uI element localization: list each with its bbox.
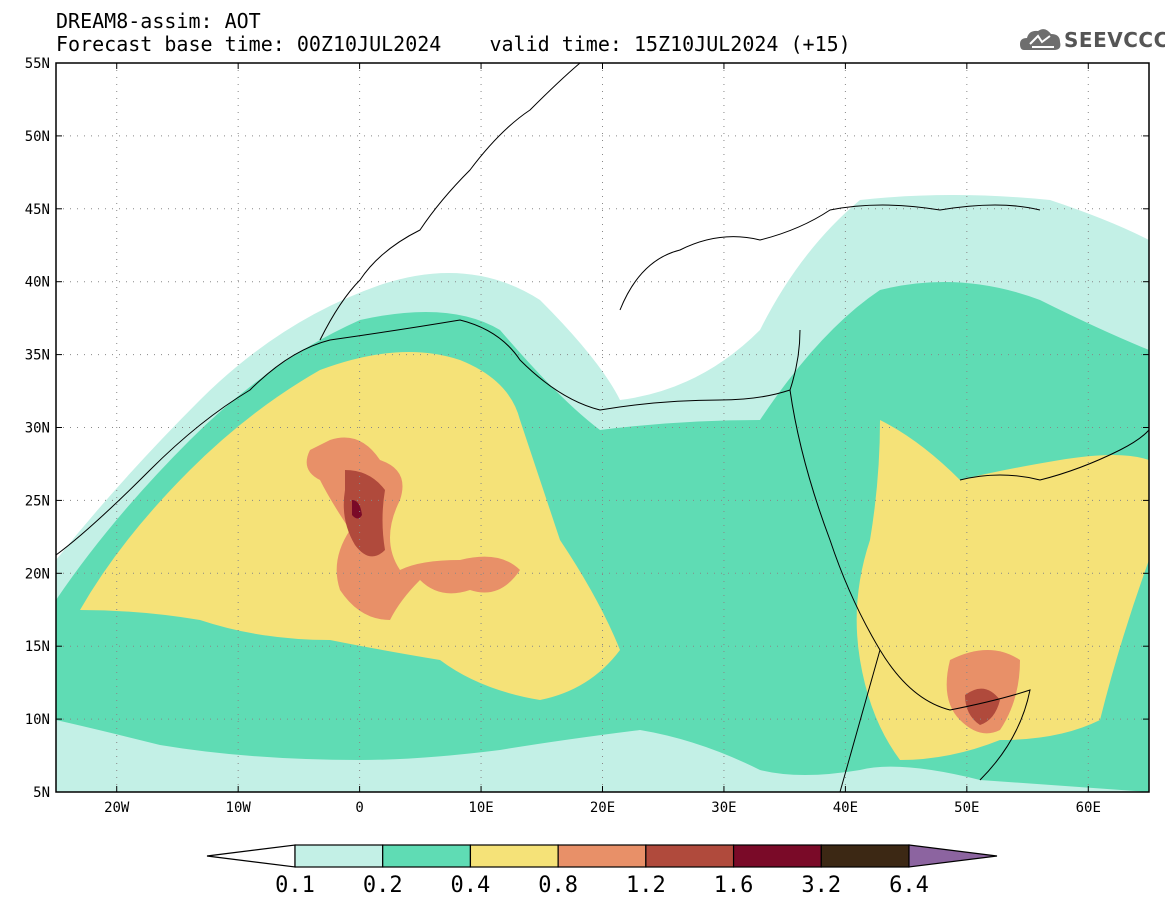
graticule-grid [56, 63, 1149, 792]
colorbar-over-triangle [908, 844, 998, 868]
colorbar-box [294, 844, 384, 868]
lat-label: 40N [25, 275, 50, 291]
colorbar-box [382, 844, 472, 868]
colorbar-box [820, 844, 910, 868]
lon-label: 0 [355, 800, 363, 816]
lat-label: 45N [25, 202, 50, 218]
aot-contour-1-2 [343, 470, 385, 557]
aot-contour-0-4-arabia [856, 420, 1149, 760]
aot-contour-1-2-somalia [965, 688, 1000, 725]
lat-label: 10N [25, 712, 50, 728]
colorbar-box [645, 844, 735, 868]
lon-label: 20W [104, 800, 130, 816]
colorbar-level-label: 3.2 [801, 873, 841, 898]
colorbar-level-label: 0.2 [363, 873, 403, 898]
axis-ticks [56, 62, 1149, 793]
coastlines [55, 62, 1150, 793]
title-line-1: DREAM8-assim: AOT [56, 9, 261, 33]
lon-label: 10E [468, 800, 493, 816]
colorbar-level-label: 1.6 [714, 873, 754, 898]
lat-label: 55N [25, 56, 50, 72]
colorbar-level-label: 1.2 [626, 873, 666, 898]
colorbar-level-label: 6.4 [889, 873, 929, 898]
colorbar-box [732, 844, 822, 868]
colorbar-box [469, 844, 559, 868]
lon-label: 50E [954, 800, 979, 816]
latitude-labels: 55N 50N 45N 40N 35N 30N 25N 20N 15N 10N 5N [25, 56, 50, 801]
title-line-2: Forecast base time: 00Z10JUL2024 valid t… [56, 32, 851, 56]
colorbar-box [557, 844, 647, 868]
colorbar-level-label: 0.8 [538, 873, 578, 898]
lon-label: 60E [1076, 800, 1101, 816]
lon-label: 30E [711, 800, 736, 816]
lat-label: 25N [25, 493, 50, 509]
lon-label: 20E [590, 800, 615, 816]
lat-label: 50N [25, 129, 50, 145]
logo-text: SEEVCCC [1064, 28, 1165, 52]
colorbar-level-label: 0.1 [275, 873, 315, 898]
lon-label: 10W [226, 800, 252, 816]
lat-label: 35N [25, 348, 50, 364]
longitude-labels: 20W 10W 0 10E 20E 30E 40E 50E 60E [104, 800, 1101, 816]
lat-label: 5N [33, 785, 50, 801]
cloud-logo-icon [1020, 29, 1061, 50]
aot-contour-1-6 [352, 500, 362, 519]
lon-label: 40E [833, 800, 858, 816]
lat-label: 30N [25, 421, 50, 437]
colorbar-level-label: 0.4 [451, 873, 491, 898]
lat-label: 20N [25, 566, 50, 582]
colorbar: 0.1 0.2 0.4 0.8 1.2 1.6 3.2 6.4 [206, 844, 998, 898]
colorbar-under-triangle [206, 844, 296, 868]
lat-label: 15N [25, 639, 50, 655]
